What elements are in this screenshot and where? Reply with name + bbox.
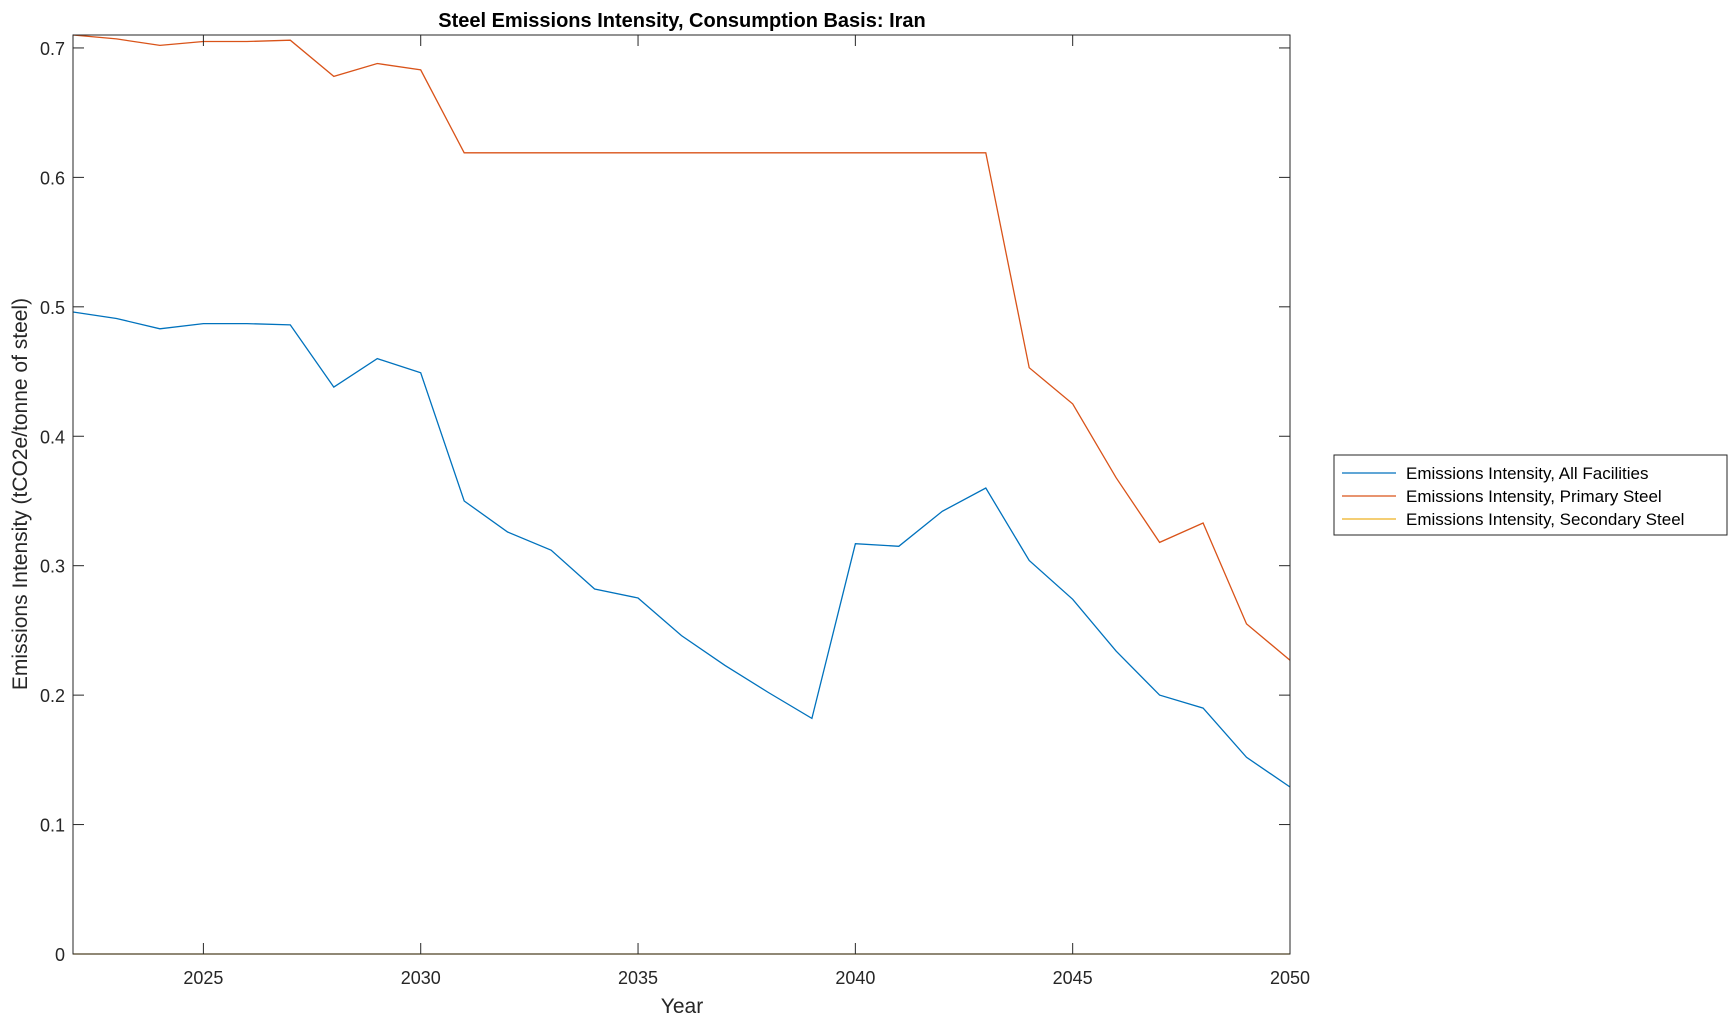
y-tick-label: 0.3 — [40, 557, 65, 577]
legend-entry: Emissions Intensity, All Facilities — [1406, 464, 1648, 483]
plot-area — [73, 35, 1290, 954]
x-tick-label: 2045 — [1053, 968, 1093, 988]
y-tick-label: 0.6 — [40, 168, 65, 188]
chart-title: Steel Emissions Intensity, Consumption B… — [438, 10, 926, 32]
y-tick-label: 0 — [55, 945, 65, 965]
x-tick-label: 2030 — [401, 968, 441, 988]
x-tick-label: 2035 — [618, 968, 658, 988]
y-tick-label: 0.4 — [40, 427, 65, 447]
y-tick-label: 0.1 — [40, 816, 65, 836]
legend-box — [1333, 454, 1728, 536]
y-axis: 0 0.1 0.2 0.3 0.4 0.5 0.6 0.7 — [40, 39, 1290, 965]
x-tick-label: 2040 — [835, 968, 875, 988]
series-line-1 — [72, 311, 1291, 788]
y-axis-label: Emissions Intensity (tCO2e/tonne of stee… — [9, 298, 32, 690]
legend: Emissions Intensity, All Facilities Emiss… — [1333, 454, 1728, 536]
y-tick-label: 0.2 — [40, 686, 65, 706]
series-line-2 — [72, 34, 1291, 661]
legend-entry: Emissions Intensity, Primary Steel — [1406, 487, 1662, 506]
x-axis: 2025 2030 2035 2040 2045 2050 — [183, 35, 1310, 988]
x-tick-label: 2050 — [1270, 968, 1310, 988]
y-tick-label: 0.5 — [40, 298, 65, 318]
y-tick-label: 0.7 — [40, 39, 65, 59]
x-tick-label: 2025 — [183, 968, 223, 988]
axes-frame — [72, 34, 1291, 955]
legend-entry: Emissions Intensity, Secondary Steel — [1406, 510, 1684, 529]
x-axis-label: Year — [661, 995, 703, 1018]
